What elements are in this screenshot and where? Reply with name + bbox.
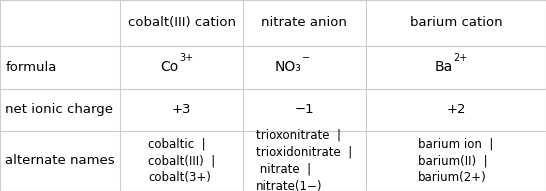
Text: barium ion  |
barium(II)  |
barium(2+): barium ion | barium(II) | barium(2+) (418, 137, 494, 185)
Text: Ba: Ba (435, 60, 453, 74)
Text: cobalt(III) cation: cobalt(III) cation (128, 16, 235, 29)
Text: +3: +3 (172, 103, 191, 116)
Text: 2+: 2+ (454, 53, 468, 63)
Text: −: − (302, 53, 310, 63)
Text: net ionic charge: net ionic charge (5, 103, 114, 116)
Text: NO₃: NO₃ (275, 60, 301, 74)
Text: −1: −1 (295, 103, 314, 116)
Text: alternate names: alternate names (5, 154, 115, 168)
Text: cobaltic  |
cobalt(III)  |
cobalt(3+): cobaltic | cobalt(III) | cobalt(3+) (148, 137, 215, 185)
Text: trioxonitrate  |
trioxidonitrate  |
 nitrate  |
nitrate(1−): trioxonitrate | trioxidonitrate | nitrat… (256, 129, 353, 191)
Text: 3+: 3+ (179, 53, 193, 63)
Text: nitrate anion: nitrate anion (262, 16, 347, 29)
Text: +2: +2 (446, 103, 466, 116)
Text: formula: formula (5, 61, 57, 74)
Text: Co: Co (161, 60, 179, 74)
Text: barium cation: barium cation (410, 16, 502, 29)
